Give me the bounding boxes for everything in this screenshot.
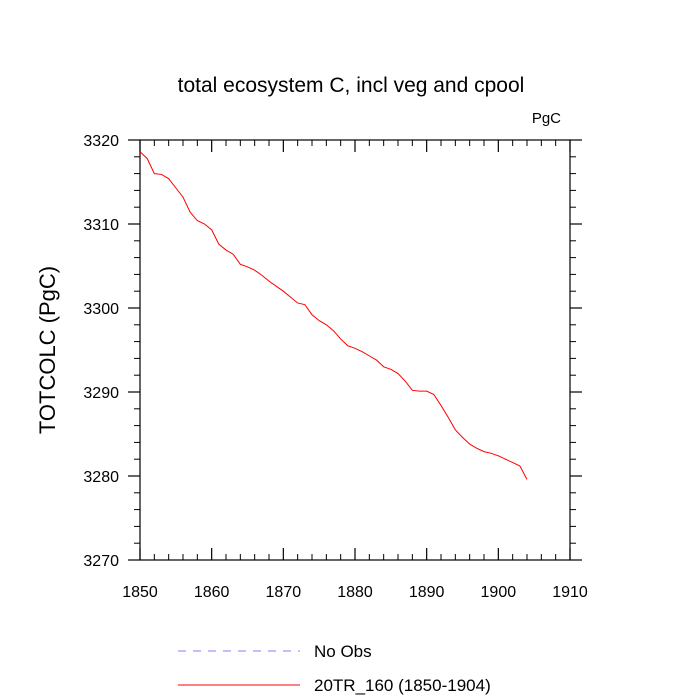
x-tick-label: 1870	[266, 584, 302, 601]
series-layer	[139, 151, 528, 480]
x-tick-label: 1850	[122, 584, 158, 601]
units-label: PgC	[532, 110, 561, 127]
x-tick-label: 1860	[194, 584, 230, 601]
legend-label-0: No Obs	[314, 642, 372, 661]
series-line-1	[139, 151, 528, 480]
legend-label-1: 20TR_160 (1850-1904)	[314, 676, 491, 695]
y-tick-label: 3320	[83, 133, 119, 150]
axis-ticks: 1850 1860 1870 1880 1890 1900 1910 3270 3280 3290…	[83, 133, 587, 601]
x-tick-label: 1910	[552, 584, 588, 601]
y-tick-label: 3310	[83, 217, 119, 234]
x-tick-label: 1890	[409, 584, 445, 601]
plot-frame	[139, 139, 571, 561]
legend: No Obs 20TR_160 (1850-1904)	[178, 642, 491, 695]
y-tick-label: 3300	[83, 301, 119, 318]
chart-title: total ecosystem C, incl veg and cpool	[178, 74, 525, 97]
y-tick-label: 3290	[83, 385, 119, 402]
y-tick-label: 3270	[83, 553, 119, 570]
x-tick-label: 1880	[337, 584, 373, 601]
y-axis-label: TOTCOLC (PgC)	[35, 266, 60, 434]
x-tick-label: 1900	[481, 584, 517, 601]
y-tick-label: 3280	[83, 469, 119, 486]
